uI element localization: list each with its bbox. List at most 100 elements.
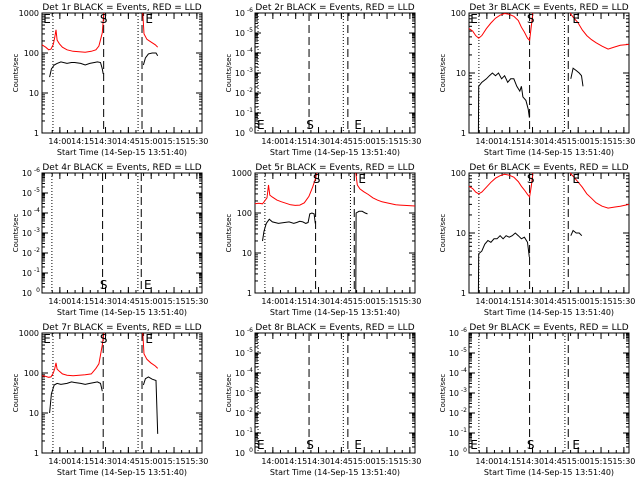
start-marker: S [527,12,535,26]
y-tick-label: 10 [235,349,245,358]
detector-panel-7: Det 7r BLACK = Events, RED = LLD 1 10 100 10… [12,323,208,477]
axes-frame [254,172,416,294]
y-tick-label: 10 [235,9,245,18]
y-axis-label: Counts/sec [439,374,447,413]
lld-series-line [142,332,159,369]
x-tick-label: 15:30 [612,137,635,146]
x-tick-label: 15:15 [590,457,613,466]
y-tick-label: 1 [461,289,466,298]
y-tick-label: 1 [461,129,466,138]
end-marker: E [145,332,153,346]
y-tick-label: 100 [237,209,252,218]
x-tick-label: 14:45 [544,137,567,146]
y-tick-label: 10 [449,449,459,458]
detector-panels: Det 1r BLACK = Events, RED = LLD11010010… [12,3,635,477]
events-series-line [355,210,368,294]
lld-series-line [468,12,534,42]
events-series-line [477,232,530,294]
y-tick-label: 10 [449,369,459,378]
y-tick-exponent: -2 [247,87,253,94]
x-tick-label: 15:30 [185,297,208,306]
x-tick-label: 14:15 [284,297,307,306]
start-marker: S [527,438,535,452]
x-tick-label: 15:00 [353,137,376,146]
y-tick-label: 1000 [19,329,39,338]
y-tick-exponent: 0 [36,287,40,294]
x-tick-label: 14:45 [330,297,353,306]
end-marker: E [257,118,265,132]
y-tick-label: 10 [235,89,245,98]
x-axis-label: Start Time (14-Sep-15 13:51:40) [57,148,187,157]
events-series-line [262,212,316,242]
panel-title: Det 7r BLACK = Events, RED = LLD [42,323,201,333]
y-tick-label: 10 [235,109,245,118]
start-marker: S [527,172,535,186]
x-tick-label: 15:00 [567,137,590,146]
y-axis-label: Counts/sec [12,374,20,413]
y-tick-label: 10 [235,129,245,138]
lld-series-line [569,12,630,50]
x-tick-label: 14:45 [117,297,140,306]
y-tick-exponent: -3 [461,387,467,394]
y-tick-exponent: 0 [249,127,253,134]
end-marker: E [145,12,153,26]
x-tick-label: 14:00 [48,297,71,306]
panel-title: Det 5r BLACK = Events, RED = LLD [255,163,414,173]
x-axis-label: Start Time (14-Sep-15 13:51:40) [484,308,614,317]
y-tick-label: 1 [34,129,39,138]
y-tick-label: 10 [235,29,245,38]
end-marker: E [470,12,478,26]
y-axis-label: Counts/sec [225,374,233,413]
x-tick-label: 14:30 [307,457,330,466]
y-tick-exponent: -5 [34,187,40,194]
end-marker: E [470,438,478,452]
y-tick-label: 10 [449,329,459,338]
detector-panel-1: Det 1r BLACK = Events, RED = LLD 1 10 100 10… [12,3,208,157]
x-tick-label: 14:00 [261,137,284,146]
y-tick-exponent: -1 [247,107,253,114]
y-axis-label: Counts/sec [225,54,233,93]
x-axis-label: Start Time (14-Sep-15 13:51:40) [270,468,400,477]
x-tick-label: 14:30 [521,297,544,306]
x-tick-label: 15:15 [376,137,399,146]
y-axis-label: Counts/sec [439,54,447,93]
x-tick-label: 14:15 [498,137,521,146]
x-tick-label: 15:00 [140,457,163,466]
y-tick-exponent: -6 [247,327,253,334]
x-tick-label: 14:45 [117,137,140,146]
y-tick-exponent: -3 [247,67,253,74]
y-tick-label: 10 [22,169,32,178]
panel-title: Det 8r BLACK = Events, RED = LLD [255,323,414,333]
x-tick-label: 15:30 [185,457,208,466]
axes-frame [41,12,203,134]
x-tick-label: 15:15 [163,297,186,306]
x-tick-label: 15:00 [353,457,376,466]
y-tick-exponent: 0 [463,447,467,454]
x-tick-label: 14:15 [284,457,307,466]
y-tick-label: 10 [235,389,245,398]
panel-title: Det 2r BLACK = Events, RED = LLD [255,3,414,13]
x-tick-label: 14:15 [71,457,94,466]
x-tick-label: 15:15 [376,297,399,306]
start-marker: S [313,172,321,186]
y-tick-label: 10 [235,409,245,418]
y-tick-label: 100 [24,49,39,58]
end-marker: E [572,12,580,26]
lld-series-line [254,172,318,206]
x-tick-label: 14:30 [521,457,544,466]
y-tick-exponent: -5 [461,347,467,354]
y-tick-exponent: -2 [34,247,40,254]
y-axis-label: Counts/sec [12,214,20,253]
y-tick-exponent: -3 [247,387,253,394]
x-tick-label: 14:45 [330,137,353,146]
end-marker: E [43,332,51,346]
y-tick-exponent: -1 [34,267,40,274]
x-tick-label: 14:00 [261,457,284,466]
events-series-line [49,381,103,414]
y-tick-exponent: -6 [34,167,40,174]
x-tick-label: 14:30 [307,297,330,306]
detector-panel-5: Det 5r BLACK = Events, RED = LLD 1 10 100 10… [225,163,421,317]
x-axis-label: Start Time (14-Sep-15 13:51:40) [57,468,187,477]
